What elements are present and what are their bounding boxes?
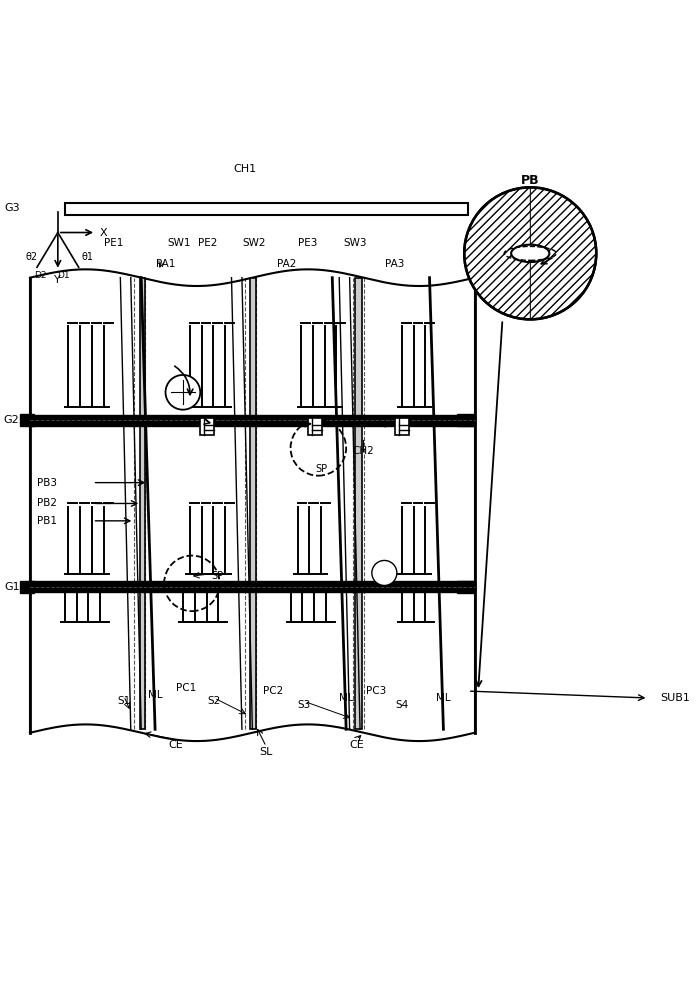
Bar <box>20 414 33 426</box>
Text: PC3: PC3 <box>366 686 386 696</box>
Text: SUB1: SUB1 <box>660 693 690 703</box>
Bar <box>457 581 475 593</box>
Text: S3: S3 <box>298 700 311 710</box>
Bar <box>30 415 475 426</box>
Text: PA2: PA2 <box>277 259 297 269</box>
Text: Y: Y <box>54 275 61 285</box>
Text: X: X <box>99 228 107 238</box>
Text: G1: G1 <box>4 582 20 592</box>
Text: PC2: PC2 <box>263 686 283 696</box>
Text: PB2: PB2 <box>38 498 57 508</box>
Text: θ1: θ1 <box>81 252 93 262</box>
Circle shape <box>372 560 397 585</box>
Text: S2: S2 <box>208 696 221 706</box>
Text: PE3: PE3 <box>298 238 318 248</box>
Text: PA3: PA3 <box>385 259 404 269</box>
Text: CH1: CH1 <box>234 164 257 174</box>
Ellipse shape <box>511 245 549 262</box>
Text: SW1: SW1 <box>168 238 191 248</box>
Text: PE2: PE2 <box>197 238 217 248</box>
Text: CE: CE <box>349 740 364 750</box>
Text: SP: SP <box>316 464 328 474</box>
Text: SW3: SW3 <box>344 238 367 248</box>
Text: SW2: SW2 <box>243 238 266 248</box>
Bar <box>355 278 362 729</box>
Text: ML: ML <box>339 693 353 703</box>
Text: CE: CE <box>169 740 183 750</box>
Text: SL: SL <box>259 747 273 757</box>
Bar <box>140 278 145 729</box>
Text: PB3: PB3 <box>38 478 57 488</box>
Text: SP: SP <box>212 571 224 581</box>
Bar <box>20 581 33 593</box>
Bar <box>250 278 256 729</box>
Text: G2: G2 <box>4 415 20 425</box>
Text: PB1: PB1 <box>38 516 57 526</box>
Text: ML: ML <box>436 693 451 703</box>
Bar <box>65 203 468 215</box>
Text: θ2: θ2 <box>25 252 38 262</box>
Bar <box>395 418 408 435</box>
Text: S1: S1 <box>117 696 130 706</box>
Text: D1: D1 <box>57 271 70 280</box>
Text: CH2: CH2 <box>353 446 374 456</box>
Circle shape <box>165 375 200 410</box>
Text: D2: D2 <box>34 271 47 280</box>
Bar <box>457 414 475 426</box>
Text: PA1: PA1 <box>156 259 175 269</box>
Text: ML: ML <box>148 690 162 700</box>
Text: PB: PB <box>521 174 539 187</box>
Text: G3: G3 <box>4 203 20 213</box>
Bar <box>308 418 322 435</box>
Bar <box>200 418 214 435</box>
Text: S4: S4 <box>395 700 408 710</box>
Text: PE1: PE1 <box>104 238 123 248</box>
Text: PC1: PC1 <box>176 683 197 693</box>
Bar <box>30 581 475 592</box>
Circle shape <box>464 187 596 319</box>
